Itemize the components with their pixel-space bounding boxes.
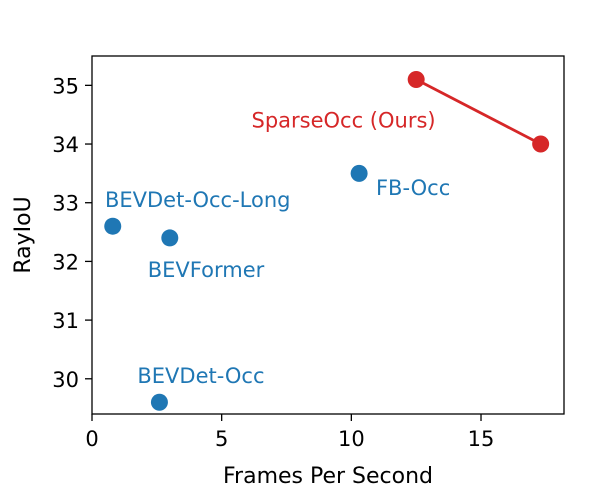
point-label-bevdet-occ: BEVDet-Occ [137, 364, 264, 388]
x-axis-label: Frames Per Second [223, 464, 433, 488]
y-tick-label: 31 [52, 309, 79, 333]
marks-layer: SparseOcc (Ours) BEVDet-Occ-Long BEVFormer… [104, 70, 550, 411]
y-tick-label: 35 [52, 74, 79, 98]
y-axis-label: RayIoU [11, 196, 36, 273]
series-line-sparseocc [415, 78, 542, 146]
x-tick-label: 10 [338, 427, 365, 451]
point-fb-occ [350, 164, 368, 182]
point-bevdet-occ [150, 393, 168, 411]
y-tick-label: 32 [52, 250, 79, 274]
ticks-layer: 0 5 10 15 30 31 32 33 34 35 [52, 74, 494, 451]
point-bevdet-occ-long [104, 217, 122, 235]
series-point-sparseocc-1 [532, 135, 550, 153]
y-tick-label: 30 [52, 368, 79, 392]
x-tick-label: 5 [215, 427, 228, 451]
x-tick-label: 15 [468, 427, 495, 451]
series-label-sparseocc: SparseOcc (Ours) [251, 109, 435, 133]
point-bevformer [161, 229, 179, 247]
point-label-bevdet-occ-long: BEVDet-Occ-Long [105, 188, 291, 212]
series-point-sparseocc-0 [407, 70, 425, 88]
point-label-fb-occ: FB-Occ [376, 176, 450, 200]
plot-frame [91, 55, 565, 415]
point-label-bevformer: BEVFormer [148, 258, 265, 282]
y-tick-label: 33 [52, 192, 79, 216]
y-tick-label: 34 [52, 133, 79, 157]
x-tick-label: 0 [85, 427, 98, 451]
